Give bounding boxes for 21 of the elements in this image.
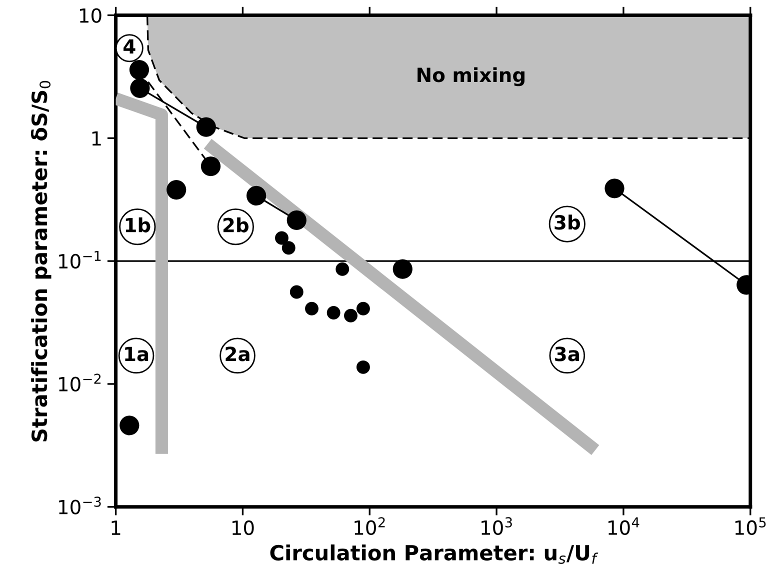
x-tick-label: 10$^{4}$ <box>608 517 640 536</box>
x-axis-title: Circulation Parameter: u$_{s}$/U$_{f}$ <box>270 544 598 564</box>
y-tick-label: 10 <box>80 8 102 23</box>
y-tick-label: 10$^{−3}$ <box>59 496 101 514</box>
x-tick-label: 10$^{5}$ <box>735 517 766 536</box>
annotation: 1b <box>126 217 150 232</box>
annotation: 2a <box>226 346 250 362</box>
annotation: 2b <box>223 217 249 232</box>
x-tick-label: 10$^{3}$ <box>482 517 512 535</box>
annotation: No mixing <box>418 67 524 86</box>
annotation: 1a <box>125 346 148 362</box>
y-tick-label: 10$^{−2}$ <box>59 374 101 392</box>
x-tick-label: 10 <box>232 520 254 536</box>
y-tick-label: 10$^{−1}$ <box>59 250 101 269</box>
y-tick-label: 1 <box>92 131 101 146</box>
annotation: 3a <box>555 346 579 362</box>
y-axis-title: Stratification parameter: δS/S$_{0}$ <box>30 80 52 442</box>
annotation: 4 <box>124 39 136 54</box>
x-tick-label: 1 <box>112 520 120 535</box>
annotation: 3b <box>554 214 580 230</box>
x-tick-label: 10$^{2}$ <box>354 517 385 535</box>
